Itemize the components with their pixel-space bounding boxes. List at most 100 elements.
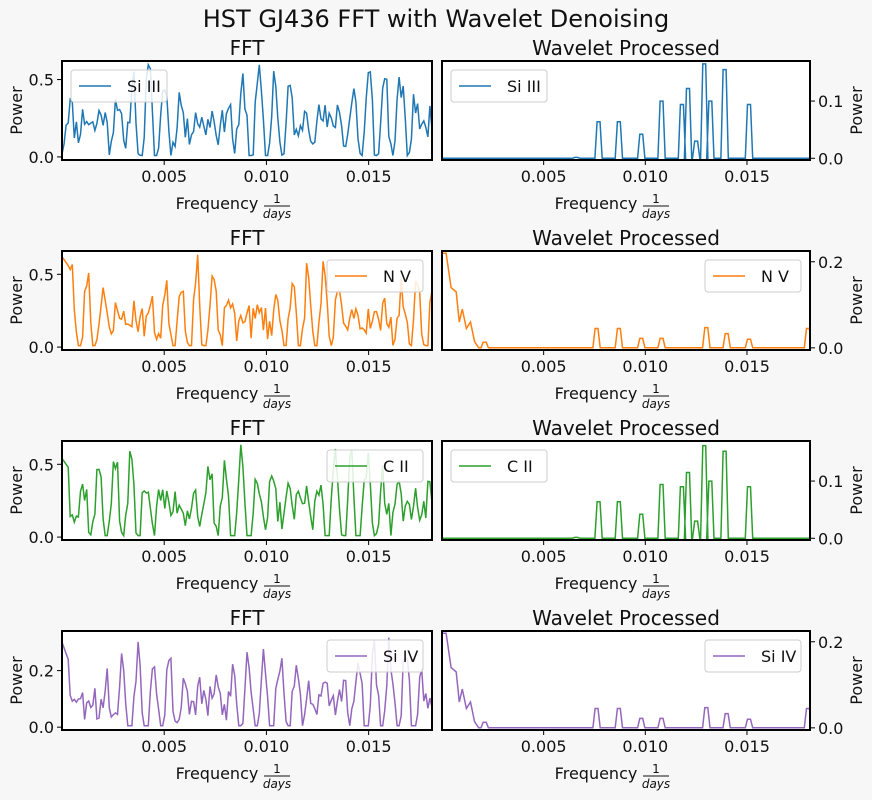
legend-label: Si III — [127, 77, 161, 96]
series-line — [62, 637, 432, 727]
y-axis-label: Power — [7, 466, 26, 515]
x-axis-label-numerator: 1 — [273, 382, 281, 396]
axes-frame — [441, 250, 811, 351]
x-axis-label-numerator: 1 — [652, 572, 660, 586]
chart-wav-n5: Wavelet Processed 0.005 0.010 0.015 0.0 0.2Po… — [441, 226, 866, 411]
x-tick-label: 0.010 — [622, 167, 668, 186]
legend-label: C II — [383, 457, 409, 476]
x-tick-label: 0.015 — [346, 167, 392, 186]
legend-box — [450, 69, 548, 103]
x-tick-label: 0.005 — [521, 547, 567, 566]
y-tick-label: 0.5 — [29, 71, 54, 90]
x-axis-label: Frequency — [555, 384, 638, 403]
legend: Si IV — [326, 639, 424, 673]
subplot-title: Wavelet Processed — [532, 226, 720, 250]
y-tick-label: 0.2 — [818, 253, 843, 272]
x-tick-label: 0.005 — [141, 737, 187, 756]
chart-wav-c2: Wavelet Processed 0.005 0.010 0.015 0.0 0.1 Po… — [441, 416, 866, 601]
x-axis-label-numerator: 1 — [652, 192, 660, 206]
y-tick-label: 0.0 — [29, 338, 54, 357]
series-line — [442, 63, 810, 160]
y-tick-label: 0.0 — [29, 528, 54, 547]
legend: C II — [450, 449, 548, 483]
x-axis-label: Frequency — [176, 574, 259, 593]
y-tick-label: 0.0 — [29, 718, 54, 737]
x-tick-label: 0.015 — [346, 737, 392, 756]
legend-label: N V — [383, 267, 411, 286]
y-axis-label: Power — [847, 276, 866, 325]
x-axis-label-numerator: 1 — [273, 192, 281, 206]
x-tick-label: 0.005 — [521, 167, 567, 186]
x-axis-label-denominator: days — [263, 397, 291, 411]
y-tick-label: 0.0 — [29, 148, 54, 167]
subplot-title: Wavelet Processed — [532, 416, 720, 440]
x-tick-label: 0.015 — [346, 357, 392, 376]
x-axis-label-denominator: days — [642, 587, 670, 601]
legend-box — [70, 69, 168, 103]
axes-frame — [61, 250, 433, 351]
x-axis-label: Frequency — [176, 384, 259, 403]
legend-box — [704, 639, 802, 673]
legend: Si IV — [704, 639, 802, 673]
x-axis-label-denominator: days — [263, 777, 291, 791]
series-line — [442, 444, 810, 540]
y-axis-label: Power — [847, 86, 866, 135]
subplot-title: FFT — [230, 606, 266, 630]
legend: C II — [326, 449, 424, 483]
axes-frame — [61, 630, 433, 731]
series-line — [62, 254, 432, 348]
x-tick-label: 0.015 — [724, 357, 770, 376]
x-tick-label: 0.015 — [346, 547, 392, 566]
x-tick-label: 0.005 — [141, 357, 187, 376]
axes-frame — [441, 60, 811, 161]
x-tick-label: 0.015 — [724, 737, 770, 756]
y-axis-label: Power — [847, 656, 866, 705]
y-tick-label: 0.0 — [818, 149, 843, 168]
y-tick-label: 0.1 — [818, 92, 843, 111]
legend-box — [450, 449, 548, 483]
y-axis-label: Power — [7, 86, 26, 135]
x-axis-label-denominator: days — [263, 207, 291, 221]
x-tick-label: 0.005 — [521, 737, 567, 756]
y-tick-label: 0.2 — [818, 633, 843, 652]
legend: Si III — [450, 69, 548, 103]
x-axis-label-denominator: days — [642, 397, 670, 411]
subplot-title: Wavelet Processed — [532, 36, 720, 60]
legend: N V — [704, 259, 802, 293]
legend-box — [326, 639, 424, 673]
x-tick-label: 0.015 — [724, 167, 770, 186]
subplot-title: FFT — [230, 226, 266, 250]
x-axis-label-numerator: 1 — [273, 572, 281, 586]
y-tick-label: 0.2 — [29, 662, 54, 681]
legend-box — [326, 449, 424, 483]
x-axis-label-numerator: 1 — [273, 762, 281, 776]
axes-frame — [61, 440, 433, 541]
subplot-title: FFT — [230, 416, 266, 440]
x-tick-label: 0.005 — [521, 357, 567, 376]
x-tick-label: 0.010 — [244, 547, 290, 566]
axes-frame — [61, 60, 433, 161]
y-axis-label: Power — [7, 656, 26, 705]
y-tick-label: 0.0 — [818, 529, 843, 548]
x-axis-label: Frequency — [176, 194, 259, 213]
y-axis-label: Power — [847, 466, 866, 515]
subplot-title: Wavelet Processed — [532, 606, 720, 630]
subplot-title: FFT — [230, 36, 266, 60]
x-axis-label-denominator: days — [642, 777, 670, 791]
x-tick-label: 0.010 — [244, 167, 290, 186]
legend-label: C II — [507, 457, 533, 476]
legend-label: N V — [761, 267, 789, 286]
y-tick-label: 0.5 — [29, 265, 54, 284]
axes-frame — [441, 630, 811, 731]
y-tick-label: 0.5 — [29, 455, 54, 474]
y-axis-label: Power — [7, 276, 26, 325]
series-line — [62, 62, 432, 158]
x-axis-label-numerator: 1 — [652, 762, 660, 776]
legend-label: Si IV — [761, 647, 796, 666]
x-tick-label: 0.015 — [724, 547, 770, 566]
chart-wav-si3: Wavelet Processed 0.005 0.010 0.015 0.0 0.1 Po… — [441, 36, 866, 221]
legend: N V — [326, 259, 424, 293]
